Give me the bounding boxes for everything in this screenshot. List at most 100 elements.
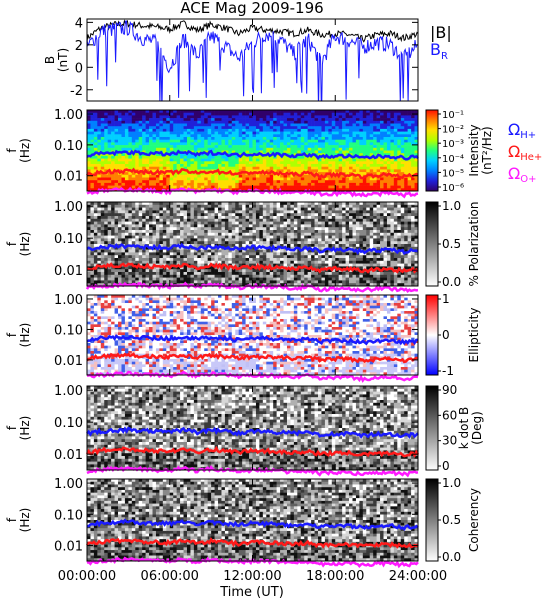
heatmap-cell xyxy=(297,249,302,253)
heatmap-cell xyxy=(211,134,215,138)
heatmap-cell xyxy=(97,169,102,173)
heatmap-cell xyxy=(176,269,181,273)
heatmap-cell xyxy=(280,218,284,222)
heatmap-cell xyxy=(93,123,98,127)
heatmap-cell xyxy=(331,110,336,113)
heatmap-cell xyxy=(318,207,322,211)
heatmap-cell xyxy=(262,161,267,165)
heatmap-cell xyxy=(142,131,146,135)
heatmap-cell xyxy=(352,142,357,146)
heatmap-cell xyxy=(87,260,91,264)
heatmap-cell xyxy=(169,227,174,231)
heatmap-cell xyxy=(173,238,177,242)
heatmap-cell xyxy=(166,134,171,138)
heatmap-cell xyxy=(262,224,267,228)
heatmap-cell xyxy=(100,252,105,256)
heatmap-cell xyxy=(262,230,267,234)
heatmap-cell xyxy=(128,277,133,281)
heatmap-cell xyxy=(197,164,202,167)
heatmap-cell xyxy=(262,123,267,127)
heatmap-cell xyxy=(386,161,391,165)
heatmap-cell xyxy=(124,232,129,236)
heatmap-cell xyxy=(397,112,402,116)
heatmap-cell xyxy=(249,120,253,124)
heatmap-cell xyxy=(190,123,195,127)
heatmap-cell xyxy=(104,142,108,146)
heatmap-cell xyxy=(245,155,250,159)
heatmap-cell xyxy=(90,134,95,138)
heatmap-cell xyxy=(131,238,136,242)
heatmap-cell xyxy=(242,269,246,273)
heatmap-cell xyxy=(197,280,202,284)
heatmap-cell xyxy=(155,266,160,270)
heatmap-cell xyxy=(249,255,253,259)
heatmap-cell xyxy=(204,123,208,127)
heatmap-cell xyxy=(393,123,398,127)
heatmap-cell xyxy=(159,213,164,217)
heatmap-cell xyxy=(221,174,226,178)
heatmap-cell xyxy=(297,155,302,159)
heatmap-cell xyxy=(87,185,91,189)
heatmap-cell xyxy=(286,161,291,165)
heatmap-cell xyxy=(100,269,105,273)
heatmap-cell xyxy=(183,221,188,225)
heatmap-cell xyxy=(173,161,177,165)
heatmap-cell xyxy=(338,131,343,135)
heatmap-cell xyxy=(100,235,105,239)
heatmap-cell xyxy=(166,150,171,154)
heatmap-cell xyxy=(245,277,250,281)
heatmap-cell xyxy=(104,110,108,113)
heatmap-cell xyxy=(224,169,229,173)
heatmap-cell xyxy=(142,252,146,256)
heatmap-cell xyxy=(307,185,312,189)
heatmap-cell xyxy=(128,158,133,162)
heatmap-cell xyxy=(249,260,253,264)
heatmap-cell xyxy=(211,277,215,281)
heatmap-cell xyxy=(138,269,143,273)
heatmap-cell xyxy=(304,221,308,225)
heatmap-cell xyxy=(149,274,153,278)
heatmap-cell xyxy=(414,182,419,186)
heatmap-cell xyxy=(211,204,215,208)
heatmap-cell xyxy=(152,241,157,245)
heatmap-cell xyxy=(255,161,260,165)
heatmap-cell xyxy=(221,238,226,242)
heatmap-cell xyxy=(142,277,146,281)
heatmap-cell xyxy=(124,164,129,167)
heatmap-cell xyxy=(107,283,112,287)
heatmap-cell xyxy=(335,115,339,119)
heatmap-cell xyxy=(235,155,240,159)
heatmap-cell xyxy=(307,150,312,154)
heatmap-cell xyxy=(228,112,233,116)
heatmap-cell xyxy=(93,258,98,262)
heatmap-cell xyxy=(214,260,219,264)
heatmap-cell xyxy=(204,177,208,181)
heatmap-cell xyxy=(242,280,246,284)
heatmap-cell xyxy=(111,274,115,278)
heatmap-cell xyxy=(145,155,150,159)
heatmap-cell xyxy=(307,128,312,132)
heatmap-cell xyxy=(190,244,195,248)
heatmap-cell xyxy=(314,241,319,245)
heatmap-cell xyxy=(152,126,157,130)
heatmap-cell xyxy=(335,128,339,132)
heatmap-cell xyxy=(311,230,315,234)
heatmap-cell xyxy=(262,182,267,186)
heatmap-cell xyxy=(411,188,415,192)
heatmap-cell xyxy=(200,153,205,157)
heatmap-cell xyxy=(186,272,191,276)
heatmap-cell xyxy=(155,115,160,119)
heatmap-cell xyxy=(197,188,202,192)
heatmap-cell xyxy=(262,249,267,253)
heatmap-cell xyxy=(304,174,308,178)
heatmap-cell xyxy=(176,110,181,113)
heatmap-cell xyxy=(183,172,188,176)
heatmap-cell xyxy=(207,142,212,146)
heatmap-cell xyxy=(266,142,271,146)
heatmap-cell xyxy=(121,142,126,146)
heatmap-cell xyxy=(390,145,395,149)
heatmap-cell xyxy=(355,161,360,165)
heatmap-cell xyxy=(231,112,236,116)
heatmap-cell xyxy=(111,246,115,250)
heatmap-cell xyxy=(104,210,108,214)
